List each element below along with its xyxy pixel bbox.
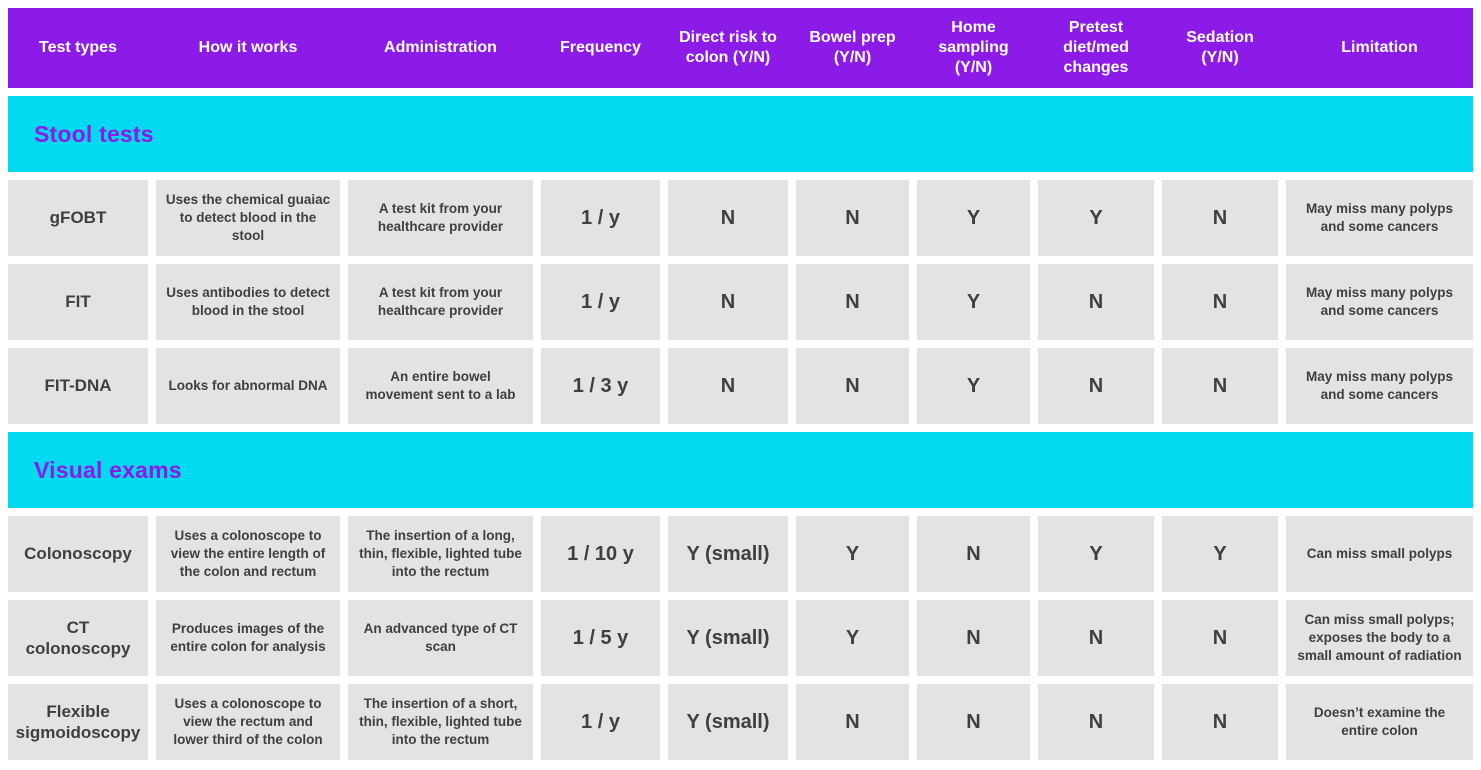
bowel-prep-cell: N — [796, 348, 909, 424]
section-title: Stool tests — [34, 120, 154, 147]
sedation-cell: Y — [1162, 516, 1278, 592]
table-row-gfobt: gFOBT Uses the chemical guaiac to detect… — [8, 180, 1473, 256]
home-sampling-cell: N — [917, 600, 1030, 676]
column-header-test-types: Test types — [39, 39, 117, 56]
column-header-frequency: Frequency — [560, 39, 641, 56]
pretest-changes-cell: N — [1038, 684, 1154, 760]
pretest-changes-cell: N — [1038, 264, 1154, 340]
test-type-cell: gFOBT — [8, 180, 148, 256]
limitation-cell: May miss many polyps and some cancers — [1286, 264, 1473, 340]
frequency-cell: 1 / y — [541, 264, 660, 340]
pretest-changes-cell: Y — [1038, 180, 1154, 256]
how-it-works-cell: Uses the chemical guaiac to detect blood… — [156, 180, 340, 256]
pretest-changes-cell: Y — [1038, 516, 1154, 592]
table-row-fit-dna: FIT-DNA Looks for abnormal DNA An entire… — [8, 348, 1473, 424]
sedation-cell: N — [1162, 264, 1278, 340]
column-header-limitation: Limitation — [1341, 39, 1418, 56]
table-row-colonoscopy: Colonoscopy Uses a colonoscope to view t… — [8, 516, 1473, 592]
direct-risk-cell: N — [668, 180, 788, 256]
bowel-prep-cell: Y — [796, 600, 909, 676]
test-type-cell: Colonoscopy — [8, 516, 148, 592]
frequency-cell: 1 / y — [541, 684, 660, 760]
sedation-cell: N — [1162, 600, 1278, 676]
bowel-prep-cell: N — [796, 180, 909, 256]
limitation-cell: Can miss small polyps; exposes the body … — [1286, 600, 1473, 676]
sedation-cell: N — [1162, 348, 1278, 424]
home-sampling-cell: Y — [917, 264, 1030, 340]
column-header-administration: Administration — [384, 39, 497, 56]
test-type-cell: FIT — [8, 264, 148, 340]
how-it-works-cell: Uses antibodies to detect blood in the s… — [156, 264, 340, 340]
frequency-cell: 1 / 3 y — [541, 348, 660, 424]
frequency-cell: 1 / 10 y — [541, 516, 660, 592]
pretest-changes-cell: N — [1038, 348, 1154, 424]
bowel-prep-cell: N — [796, 684, 909, 760]
administration-cell: A test kit from your healthcare provider — [348, 264, 533, 340]
how-it-works-cell: Looks for abnormal DNA — [156, 348, 340, 424]
sedation-cell: N — [1162, 180, 1278, 256]
limitation-cell: May miss many polyps and some cancers — [1286, 180, 1473, 256]
home-sampling-cell: Y — [917, 348, 1030, 424]
section-band-stool-tests: Stool tests — [8, 96, 1473, 172]
limitation-cell: Doesn’t examine the entire colon — [1286, 684, 1473, 760]
column-header-home-sampling: Home sampling (Y/N) — [938, 19, 1009, 76]
frequency-cell: 1 / y — [541, 180, 660, 256]
direct-risk-cell: N — [668, 264, 788, 340]
direct-risk-cell: Y (small) — [668, 600, 788, 676]
table-header-row: Test types How it works Administration F… — [8, 8, 1473, 88]
limitation-cell: May miss many polyps and some cancers — [1286, 348, 1473, 424]
column-header-sedation: Sedation (Y/N) — [1186, 29, 1254, 66]
administration-cell: The insertion of a long, thin, flexible,… — [348, 516, 533, 592]
administration-cell: A test kit from your healthcare provider — [348, 180, 533, 256]
direct-risk-cell: Y (small) — [668, 516, 788, 592]
bowel-prep-cell: Y — [796, 516, 909, 592]
limitation-cell: Can miss small polyps — [1286, 516, 1473, 592]
table-row-fit: FIT Uses antibodies to detect blood in t… — [8, 264, 1473, 340]
administration-cell: An entire bowel movement sent to a lab — [348, 348, 533, 424]
how-it-works-cell: Produces images of the entire colon for … — [156, 600, 340, 676]
frequency-cell: 1 / 5 y — [541, 600, 660, 676]
column-header-how-it-works: How it works — [198, 39, 298, 56]
column-header-pretest-changes: Pretest diet/med changes — [1063, 19, 1129, 76]
administration-cell: An advanced type of CT scan — [348, 600, 533, 676]
pretest-changes-cell: N — [1038, 600, 1154, 676]
column-header-bowel-prep: Bowel prep (Y/N) — [809, 29, 896, 66]
home-sampling-cell: Y — [917, 180, 1030, 256]
test-type-cell: Flexible sigmoidoscopy — [8, 684, 148, 760]
section-band-visual-exams: Visual exams — [8, 432, 1473, 508]
home-sampling-cell: N — [917, 516, 1030, 592]
test-type-cell: CT colonoscopy — [8, 600, 148, 676]
table-row-ct-colonoscopy: CT colonoscopy Produces images of the en… — [8, 600, 1473, 676]
test-type-cell: FIT-DNA — [8, 348, 148, 424]
table-row-flexible-sigmoidoscopy: Flexible sigmoidoscopy Uses a colonoscop… — [8, 684, 1473, 760]
sedation-cell: N — [1162, 684, 1278, 760]
direct-risk-cell: N — [668, 348, 788, 424]
how-it-works-cell: Uses a colonoscope to view the entire le… — [156, 516, 340, 592]
column-header-direct-risk: Direct risk to colon (Y/N) — [679, 29, 777, 66]
section-title: Visual exams — [34, 456, 182, 483]
home-sampling-cell: N — [917, 684, 1030, 760]
bowel-prep-cell: N — [796, 264, 909, 340]
how-it-works-cell: Uses a colonoscope to view the rectum an… — [156, 684, 340, 760]
administration-cell: The insertion of a short, thin, flexible… — [348, 684, 533, 760]
direct-risk-cell: Y (small) — [668, 684, 788, 760]
